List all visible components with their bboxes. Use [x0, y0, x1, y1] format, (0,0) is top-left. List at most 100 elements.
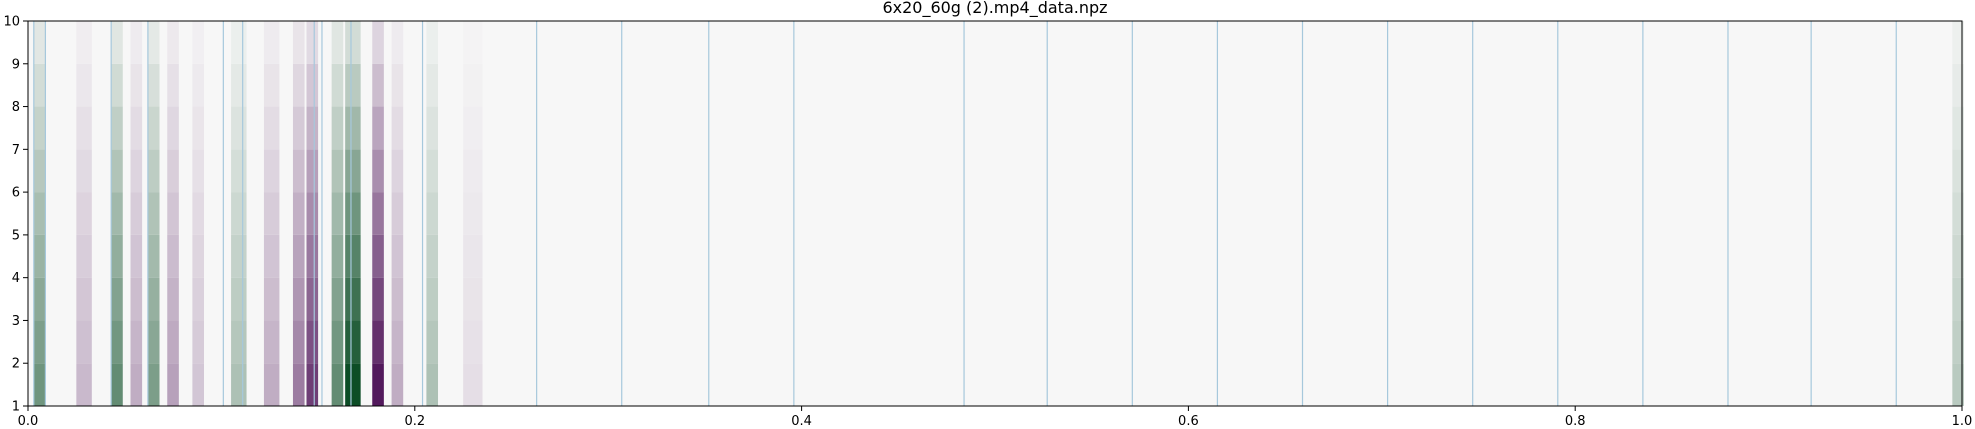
heatmap-cell [331, 106, 344, 150]
axes-frame [27, 20, 1963, 407]
heatmap-cell [426, 320, 439, 364]
heatmap-cell [372, 363, 384, 406]
heatmap-cell [463, 277, 483, 321]
heatmap-cell [372, 320, 384, 364]
heatmap-cell [1952, 234, 1964, 278]
heatmap-cell [263, 106, 280, 150]
heatmap-cell [306, 21, 319, 64]
heatmap-cell [372, 149, 384, 193]
heatmap-cell [391, 234, 404, 278]
x-tick-label: 0.6 [1178, 414, 1199, 429]
heatmap-cell [33, 320, 46, 364]
heatmap-cell [391, 277, 404, 321]
heatmap-cell [167, 63, 179, 107]
y-tick-label: 8 [12, 100, 20, 115]
heatmap-cell [372, 192, 384, 235]
heatmap-cell [192, 106, 204, 150]
heatmap-cell [345, 234, 361, 278]
heatmap-cell [33, 192, 46, 235]
heatmap-cell [292, 149, 305, 193]
heatmap-cell [111, 63, 123, 107]
heatmap-cell [426, 277, 439, 321]
heatmap-cell [192, 192, 204, 235]
y-tick-label: 7 [12, 143, 20, 158]
heatmap-cell [231, 192, 247, 235]
heatmap-cell [292, 21, 305, 64]
heatmap-cell [76, 363, 92, 406]
heatmap-cell [33, 277, 46, 321]
heatmap-cell [192, 63, 204, 107]
heatmap-cell [76, 320, 92, 364]
heatmap-cell [345, 363, 361, 406]
heatmap-cell [331, 277, 344, 321]
heatmap-cell [345, 192, 361, 235]
heatmap-cell [372, 21, 384, 64]
heatmap-cell [345, 106, 361, 150]
heatmap-cell [263, 320, 280, 364]
heatmap-cell [167, 106, 179, 150]
heatmap-cell [391, 320, 404, 364]
heatmap-cell [426, 21, 439, 64]
heatmap-cell [306, 149, 319, 193]
heatmap-cell [76, 277, 92, 321]
heatmap-cell [1952, 192, 1964, 235]
heatmap-cell [130, 192, 143, 235]
heatmap-cell [331, 63, 344, 107]
heatmap-cell [76, 149, 92, 193]
heatmap-cell [130, 21, 143, 64]
heatmap-cell [1952, 363, 1964, 406]
heatmap-cell [331, 320, 344, 364]
heatmap-cell [1952, 21, 1964, 64]
heatmap-cell [167, 234, 179, 278]
heatmap-cell [391, 106, 404, 150]
heatmap-cell [130, 63, 143, 107]
heatmap-cell [130, 277, 143, 321]
heatmap-cell [130, 234, 143, 278]
heatmap-cell [130, 149, 143, 193]
heatmap-cell [345, 149, 361, 193]
heatmap-cell [1952, 106, 1964, 150]
x-tick-label: 1.0 [1952, 414, 1973, 429]
heatmap-cell [192, 320, 204, 364]
heatmap-cell [426, 149, 439, 193]
heatmap-cell [1952, 320, 1964, 364]
heatmap-cell [372, 234, 384, 278]
heatmap-cell [33, 149, 46, 193]
heatmap-cell [147, 21, 160, 64]
heatmap-cell [231, 277, 247, 321]
heatmap-cell [33, 63, 46, 107]
y-tick-label: 4 [12, 271, 20, 286]
y-tick-label: 3 [12, 314, 20, 329]
heatmap-cell [147, 63, 160, 107]
heatmap-cell [1952, 149, 1964, 193]
heatmap-cell [263, 63, 280, 107]
heatmap-cell [76, 63, 92, 107]
heatmap-cell [76, 21, 92, 64]
heatmap-cell [463, 320, 483, 364]
heatmap-cell [192, 363, 204, 406]
heatmap-cell [167, 320, 179, 364]
heatmap-cell [192, 234, 204, 278]
heatmap-cell [372, 63, 384, 107]
heatmap-cell [167, 21, 179, 64]
heatmap-cell [306, 63, 319, 107]
heatmap-cell [231, 21, 247, 64]
heatmap-cell [331, 149, 344, 193]
heatmap-cell [391, 363, 404, 406]
heatmap-cell [426, 106, 439, 150]
heatmap-cell [1952, 63, 1964, 107]
heatmap-cell [292, 363, 305, 406]
heatmap-cell [331, 192, 344, 235]
heatmap-cell [111, 106, 123, 150]
y-tick-label: 5 [12, 228, 20, 243]
y-tick-label: 10 [3, 15, 20, 30]
heatmap-cell [76, 234, 92, 278]
heatmap-cell [306, 277, 319, 321]
heatmap-cell [130, 320, 143, 364]
heatmap-cell [76, 192, 92, 235]
heatmap-cell [192, 149, 204, 193]
heatmap-cell [33, 21, 46, 64]
heatmap-cell [263, 21, 280, 64]
heatmap-cell [167, 277, 179, 321]
